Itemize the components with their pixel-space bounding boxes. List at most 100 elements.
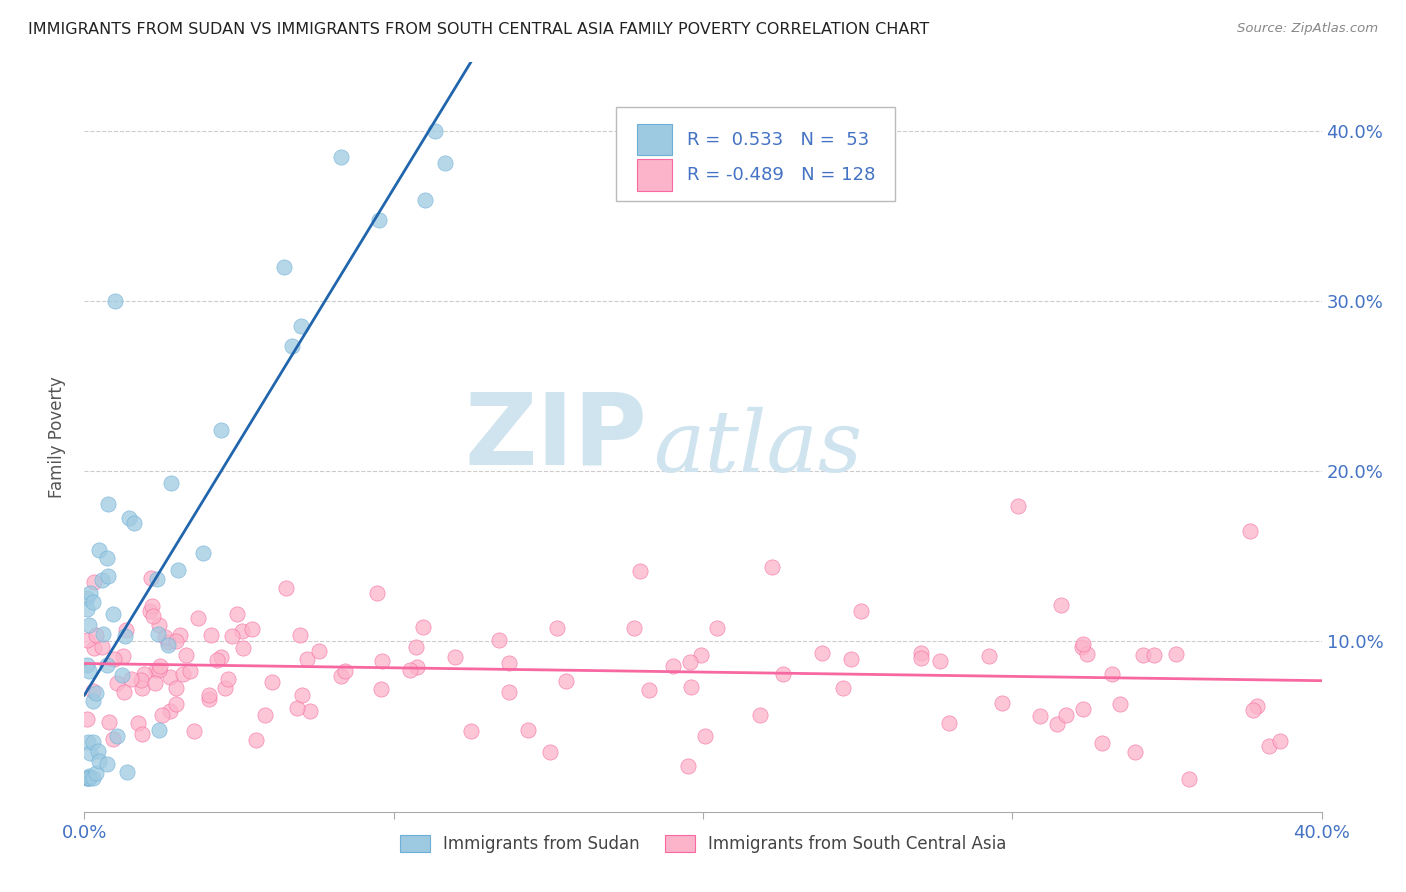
Immigrants from South Central Asia xyxy=(139,604,162,618)
Immigrants from South Central Asia xyxy=(1142,648,1164,662)
Immigrants from South Central Asia xyxy=(638,683,661,698)
Immigrants from Sudan xyxy=(193,546,215,560)
Immigrants from South Central Asia xyxy=(849,604,872,618)
Immigrants from South Central Asia xyxy=(329,669,352,683)
Immigrants from Sudan xyxy=(77,771,100,785)
Immigrants from South Central Asia xyxy=(406,660,429,674)
Immigrants from South Central Asia xyxy=(231,624,253,639)
Immigrants from Sudan xyxy=(84,686,107,700)
Immigrants from South Central Asia xyxy=(131,726,153,740)
Immigrants from South Central Asia xyxy=(398,663,420,677)
Immigrants from South Central Asia xyxy=(1007,499,1029,513)
Immigrants from South Central Asia xyxy=(131,681,153,695)
Immigrants from South Central Asia xyxy=(1241,703,1264,717)
Immigrants from South Central Asia xyxy=(498,657,520,671)
Immigrants from South Central Asia xyxy=(679,680,702,694)
Immigrants from South Central Asia xyxy=(1123,745,1146,759)
Immigrants from South Central Asia xyxy=(538,745,561,759)
Immigrants from Sudan xyxy=(273,260,295,274)
Immigrants from Sudan xyxy=(111,667,134,681)
Immigrants from South Central Asia xyxy=(1071,702,1094,716)
Immigrants from South Central Asia xyxy=(145,663,167,677)
Immigrants from Sudan xyxy=(96,757,118,772)
Immigrants from South Central Asia xyxy=(209,649,232,664)
Immigrants from South Central Asia xyxy=(76,712,98,726)
Immigrants from South Central Asia xyxy=(370,681,392,696)
Immigrants from South Central Asia xyxy=(1239,524,1261,538)
Immigrants from Sudan xyxy=(82,595,104,609)
Immigrants from Sudan xyxy=(77,735,100,749)
Immigrants from Sudan xyxy=(79,746,101,760)
Immigrants from Sudan xyxy=(79,664,101,678)
Immigrants from South Central Asia xyxy=(165,681,187,696)
Immigrants from South Central Asia xyxy=(165,698,187,712)
Immigrants from South Central Asia xyxy=(174,648,197,662)
Immigrants from South Central Asia xyxy=(290,628,312,642)
Immigrants from South Central Asia xyxy=(910,646,932,660)
Immigrants from Sudan xyxy=(96,551,118,566)
Immigrants from South Central Asia xyxy=(141,599,163,614)
Immigrants from Sudan xyxy=(79,618,101,632)
Immigrants from South Central Asia xyxy=(366,586,388,600)
Immigrants from South Central Asia xyxy=(254,708,277,723)
Immigrants from South Central Asia xyxy=(200,628,222,642)
Immigrants from Sudan xyxy=(96,658,118,673)
Immigrants from South Central Asia xyxy=(839,652,862,666)
Immigrants from South Central Asia xyxy=(105,675,128,690)
Immigrants from Sudan xyxy=(76,771,98,785)
Immigrants from South Central Asia xyxy=(156,635,179,649)
Immigrants from South Central Asia xyxy=(139,571,162,585)
Immigrants from South Central Asia xyxy=(831,681,853,695)
Immigrants from South Central Asia xyxy=(546,621,568,635)
Immigrants from South Central Asia xyxy=(938,715,960,730)
Immigrants from South Central Asia xyxy=(335,664,357,678)
Immigrants from South Central Asia xyxy=(295,651,318,665)
Immigrants from Sudan xyxy=(146,572,169,586)
Immigrants from Sudan xyxy=(96,568,118,582)
Immigrants from South Central Asia xyxy=(662,659,685,673)
Immigrants from South Central Asia xyxy=(1054,708,1077,723)
Immigrants from South Central Asia xyxy=(991,696,1014,710)
Immigrants from South Central Asia xyxy=(142,609,165,624)
Immigrants from Sudan xyxy=(76,601,98,615)
Immigrants from Sudan xyxy=(146,626,169,640)
Immigrants from South Central Asia xyxy=(1050,598,1073,612)
Immigrants from South Central Asia xyxy=(1270,734,1292,748)
Immigrants from South Central Asia xyxy=(159,670,181,684)
Immigrants from Sudan xyxy=(101,607,124,621)
Immigrants from South Central Asia xyxy=(285,700,308,714)
Immigrants from Sudan xyxy=(76,771,98,785)
Immigrants from South Central Asia xyxy=(1046,717,1069,731)
Immigrants from South Central Asia xyxy=(274,582,297,596)
Immigrants from Sudan xyxy=(156,638,179,652)
Immigrants from South Central Asia xyxy=(371,654,394,668)
Immigrants from South Central Asia xyxy=(1178,772,1201,786)
Immigrants from South Central Asia xyxy=(811,646,834,660)
Immigrants from South Central Asia xyxy=(555,673,578,688)
Immigrants from South Central Asia xyxy=(103,652,125,666)
Immigrants from South Central Asia xyxy=(1109,698,1132,712)
Immigrants from South Central Asia xyxy=(153,630,176,644)
Immigrants from South Central Asia xyxy=(706,621,728,635)
Text: Source: ZipAtlas.com: Source: ZipAtlas.com xyxy=(1237,22,1378,36)
Immigrants from Sudan xyxy=(76,591,98,605)
Immigrants from South Central Asia xyxy=(260,674,283,689)
Immigrants from Sudan xyxy=(329,150,352,164)
Immigrants from South Central Asia xyxy=(221,629,243,643)
Immigrants from Sudan xyxy=(167,563,190,577)
Immigrants from South Central Asia xyxy=(172,667,194,681)
Immigrants from South Central Asia xyxy=(1071,637,1094,651)
Immigrants from South Central Asia xyxy=(240,622,263,636)
Immigrants from South Central Asia xyxy=(298,705,321,719)
Immigrants from Sudan xyxy=(434,155,457,169)
Immigrants from South Central Asia xyxy=(444,650,467,665)
Immigrants from Sudan xyxy=(82,693,104,707)
Immigrants from South Central Asia xyxy=(749,708,772,723)
Immigrants from South Central Asia xyxy=(214,681,236,695)
Immigrants from South Central Asia xyxy=(179,664,201,678)
Immigrants from Sudan xyxy=(87,542,110,557)
Immigrants from Sudan xyxy=(84,765,107,780)
Immigrants from Sudan xyxy=(104,293,127,308)
Immigrants from South Central Asia xyxy=(1071,640,1094,655)
Immigrants from South Central Asia xyxy=(676,758,699,772)
